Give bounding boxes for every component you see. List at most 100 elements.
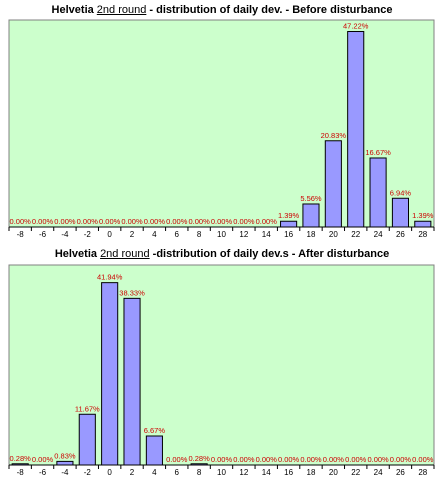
tick-label-12: 12 bbox=[239, 230, 248, 239]
data-label-10: 0.00% bbox=[211, 217, 233, 226]
data-label-4: 0.00% bbox=[144, 217, 166, 226]
data-label-16: 0.00% bbox=[278, 455, 300, 464]
data-label-20: 20.83% bbox=[321, 131, 347, 140]
data-label-14: 0.00% bbox=[256, 217, 278, 226]
data-label-8: 0.28% bbox=[188, 454, 210, 463]
tick-label-20: 20 bbox=[329, 468, 338, 477]
data-label-22: 47.22% bbox=[343, 22, 369, 31]
data-label--8: 0.28% bbox=[10, 454, 32, 463]
tick-label-26: 26 bbox=[396, 468, 405, 477]
chart-title-after-part-a: Helvetia bbox=[54, 248, 101, 260]
data-label-24: 16.67% bbox=[365, 148, 391, 157]
data-label-6: 0.00% bbox=[166, 455, 188, 464]
data-label-24: 0.00% bbox=[367, 455, 389, 464]
tick-label-28: 28 bbox=[418, 468, 427, 477]
bar--4 bbox=[56, 460, 74, 466]
data-label-26: 6.94% bbox=[390, 188, 412, 197]
data-label-20: 0.00% bbox=[323, 455, 345, 464]
chart-title-before-round: 2nd round bbox=[96, 4, 147, 16]
bar--2 bbox=[78, 413, 96, 466]
tick-label-22: 22 bbox=[351, 230, 360, 239]
bar-26 bbox=[391, 197, 410, 228]
bar-28 bbox=[414, 220, 432, 228]
tick-label-0: 0 bbox=[107, 230, 112, 239]
tick-label-22: 22 bbox=[351, 468, 360, 477]
tick-label--2: -2 bbox=[84, 468, 92, 477]
chart-title-after-round: 2nd round bbox=[100, 248, 150, 260]
data-label--4: 0.00% bbox=[54, 217, 76, 226]
data-label-4: 6.67% bbox=[144, 426, 166, 435]
data-label-16: 1.39% bbox=[278, 211, 300, 220]
tick-label-18: 18 bbox=[307, 468, 316, 477]
tick-label--2: -2 bbox=[84, 230, 92, 239]
bar-0 bbox=[101, 282, 119, 466]
bar-16 bbox=[280, 220, 298, 228]
tick-label-16: 16 bbox=[284, 468, 293, 477]
tick-label-0: 0 bbox=[107, 468, 112, 477]
chart-title-before: Helvetia 2nd round - distribution of dai… bbox=[0, 4, 444, 16]
chart-title-after: Helvetia 2nd round -distribution of dail… bbox=[0, 248, 444, 260]
chart-title-before-part-b: - distribution of daily dev. - Before di… bbox=[146, 4, 393, 16]
chart-before-disturbance: -8 0.00% -6 0.00% -4 0.00% -2 0.00% 0 0.00% 2 0.00%… bbox=[8, 19, 435, 239]
data-label-28: 1.39% bbox=[412, 211, 434, 220]
tick-label-14: 14 bbox=[262, 468, 271, 477]
bar-20 bbox=[324, 140, 342, 228]
tick-label--8: -8 bbox=[17, 468, 25, 477]
tick-label--4: -4 bbox=[61, 468, 69, 477]
data-label-18: 5.56% bbox=[300, 194, 322, 203]
tick-label-6: 6 bbox=[175, 230, 180, 239]
data-label-22: 0.00% bbox=[345, 455, 367, 464]
bar--8 bbox=[11, 463, 29, 466]
chart-title-before-part-a: Helvetia bbox=[51, 4, 97, 16]
bar-24 bbox=[369, 157, 387, 228]
bar-2 bbox=[123, 297, 141, 466]
tick-label-2: 2 bbox=[130, 468, 135, 477]
tick-label-28: 28 bbox=[418, 230, 427, 239]
tick-label-10: 10 bbox=[217, 230, 226, 239]
data-label-6: 0.00% bbox=[166, 217, 188, 226]
data-label-2: 0.00% bbox=[121, 217, 143, 226]
data-label-26: 0.00% bbox=[390, 455, 412, 464]
tick-label--6: -6 bbox=[39, 468, 47, 477]
tick-label--6: -6 bbox=[39, 230, 47, 239]
data-label-12: 0.00% bbox=[233, 455, 255, 464]
tick-label-20: 20 bbox=[329, 230, 338, 239]
data-label-18: 0.00% bbox=[300, 455, 322, 464]
tick-label-8: 8 bbox=[197, 468, 202, 477]
tick-label-2: 2 bbox=[130, 230, 135, 239]
data-label-12: 0.00% bbox=[233, 217, 255, 226]
data-label-14: 0.00% bbox=[256, 455, 278, 464]
tick-label-24: 24 bbox=[374, 468, 383, 477]
data-label--2: 11.67% bbox=[75, 404, 100, 413]
bar-4 bbox=[145, 435, 163, 466]
tick-label--8: -8 bbox=[17, 230, 25, 239]
tick-label-6: 6 bbox=[175, 468, 180, 477]
tick-label--4: -4 bbox=[61, 230, 69, 239]
data-label-2: 38.33% bbox=[119, 288, 145, 297]
tick-label-18: 18 bbox=[307, 230, 316, 239]
tick-label-10: 10 bbox=[217, 468, 226, 477]
data-label-8: 0.00% bbox=[188, 217, 210, 226]
plot-area bbox=[8, 264, 435, 466]
bar-8 bbox=[190, 463, 208, 466]
tick-label-12: 12 bbox=[239, 468, 248, 477]
data-label-10: 0.00% bbox=[211, 455, 233, 464]
data-label--2: 0.00% bbox=[77, 217, 99, 226]
tick-label-14: 14 bbox=[262, 230, 271, 239]
tick-label-4: 4 bbox=[152, 230, 157, 239]
tick-label-8: 8 bbox=[197, 230, 202, 239]
data-label-0: 0.00% bbox=[99, 217, 121, 226]
data-label--6: 0.00% bbox=[32, 217, 54, 226]
bar-18 bbox=[302, 203, 320, 228]
tick-label-4: 4 bbox=[152, 468, 157, 477]
tick-label-16: 16 bbox=[284, 230, 293, 239]
chart-after-disturbance: -8 0.28% -6 0.00% -4 0.83% -2 11.67% 0 41.94% 2 38.… bbox=[8, 264, 435, 477]
tick-label-24: 24 bbox=[374, 230, 383, 239]
data-label--6: 0.00% bbox=[32, 455, 54, 464]
bar-22 bbox=[347, 31, 365, 228]
data-label--8: 0.00% bbox=[10, 217, 32, 226]
data-label-0: 41.94% bbox=[97, 273, 123, 282]
chart-title-after-part-b: -distribution of daily dev.s - After dis… bbox=[149, 248, 390, 260]
tick-label-26: 26 bbox=[396, 230, 405, 239]
data-label--4: 0.83% bbox=[54, 451, 76, 460]
